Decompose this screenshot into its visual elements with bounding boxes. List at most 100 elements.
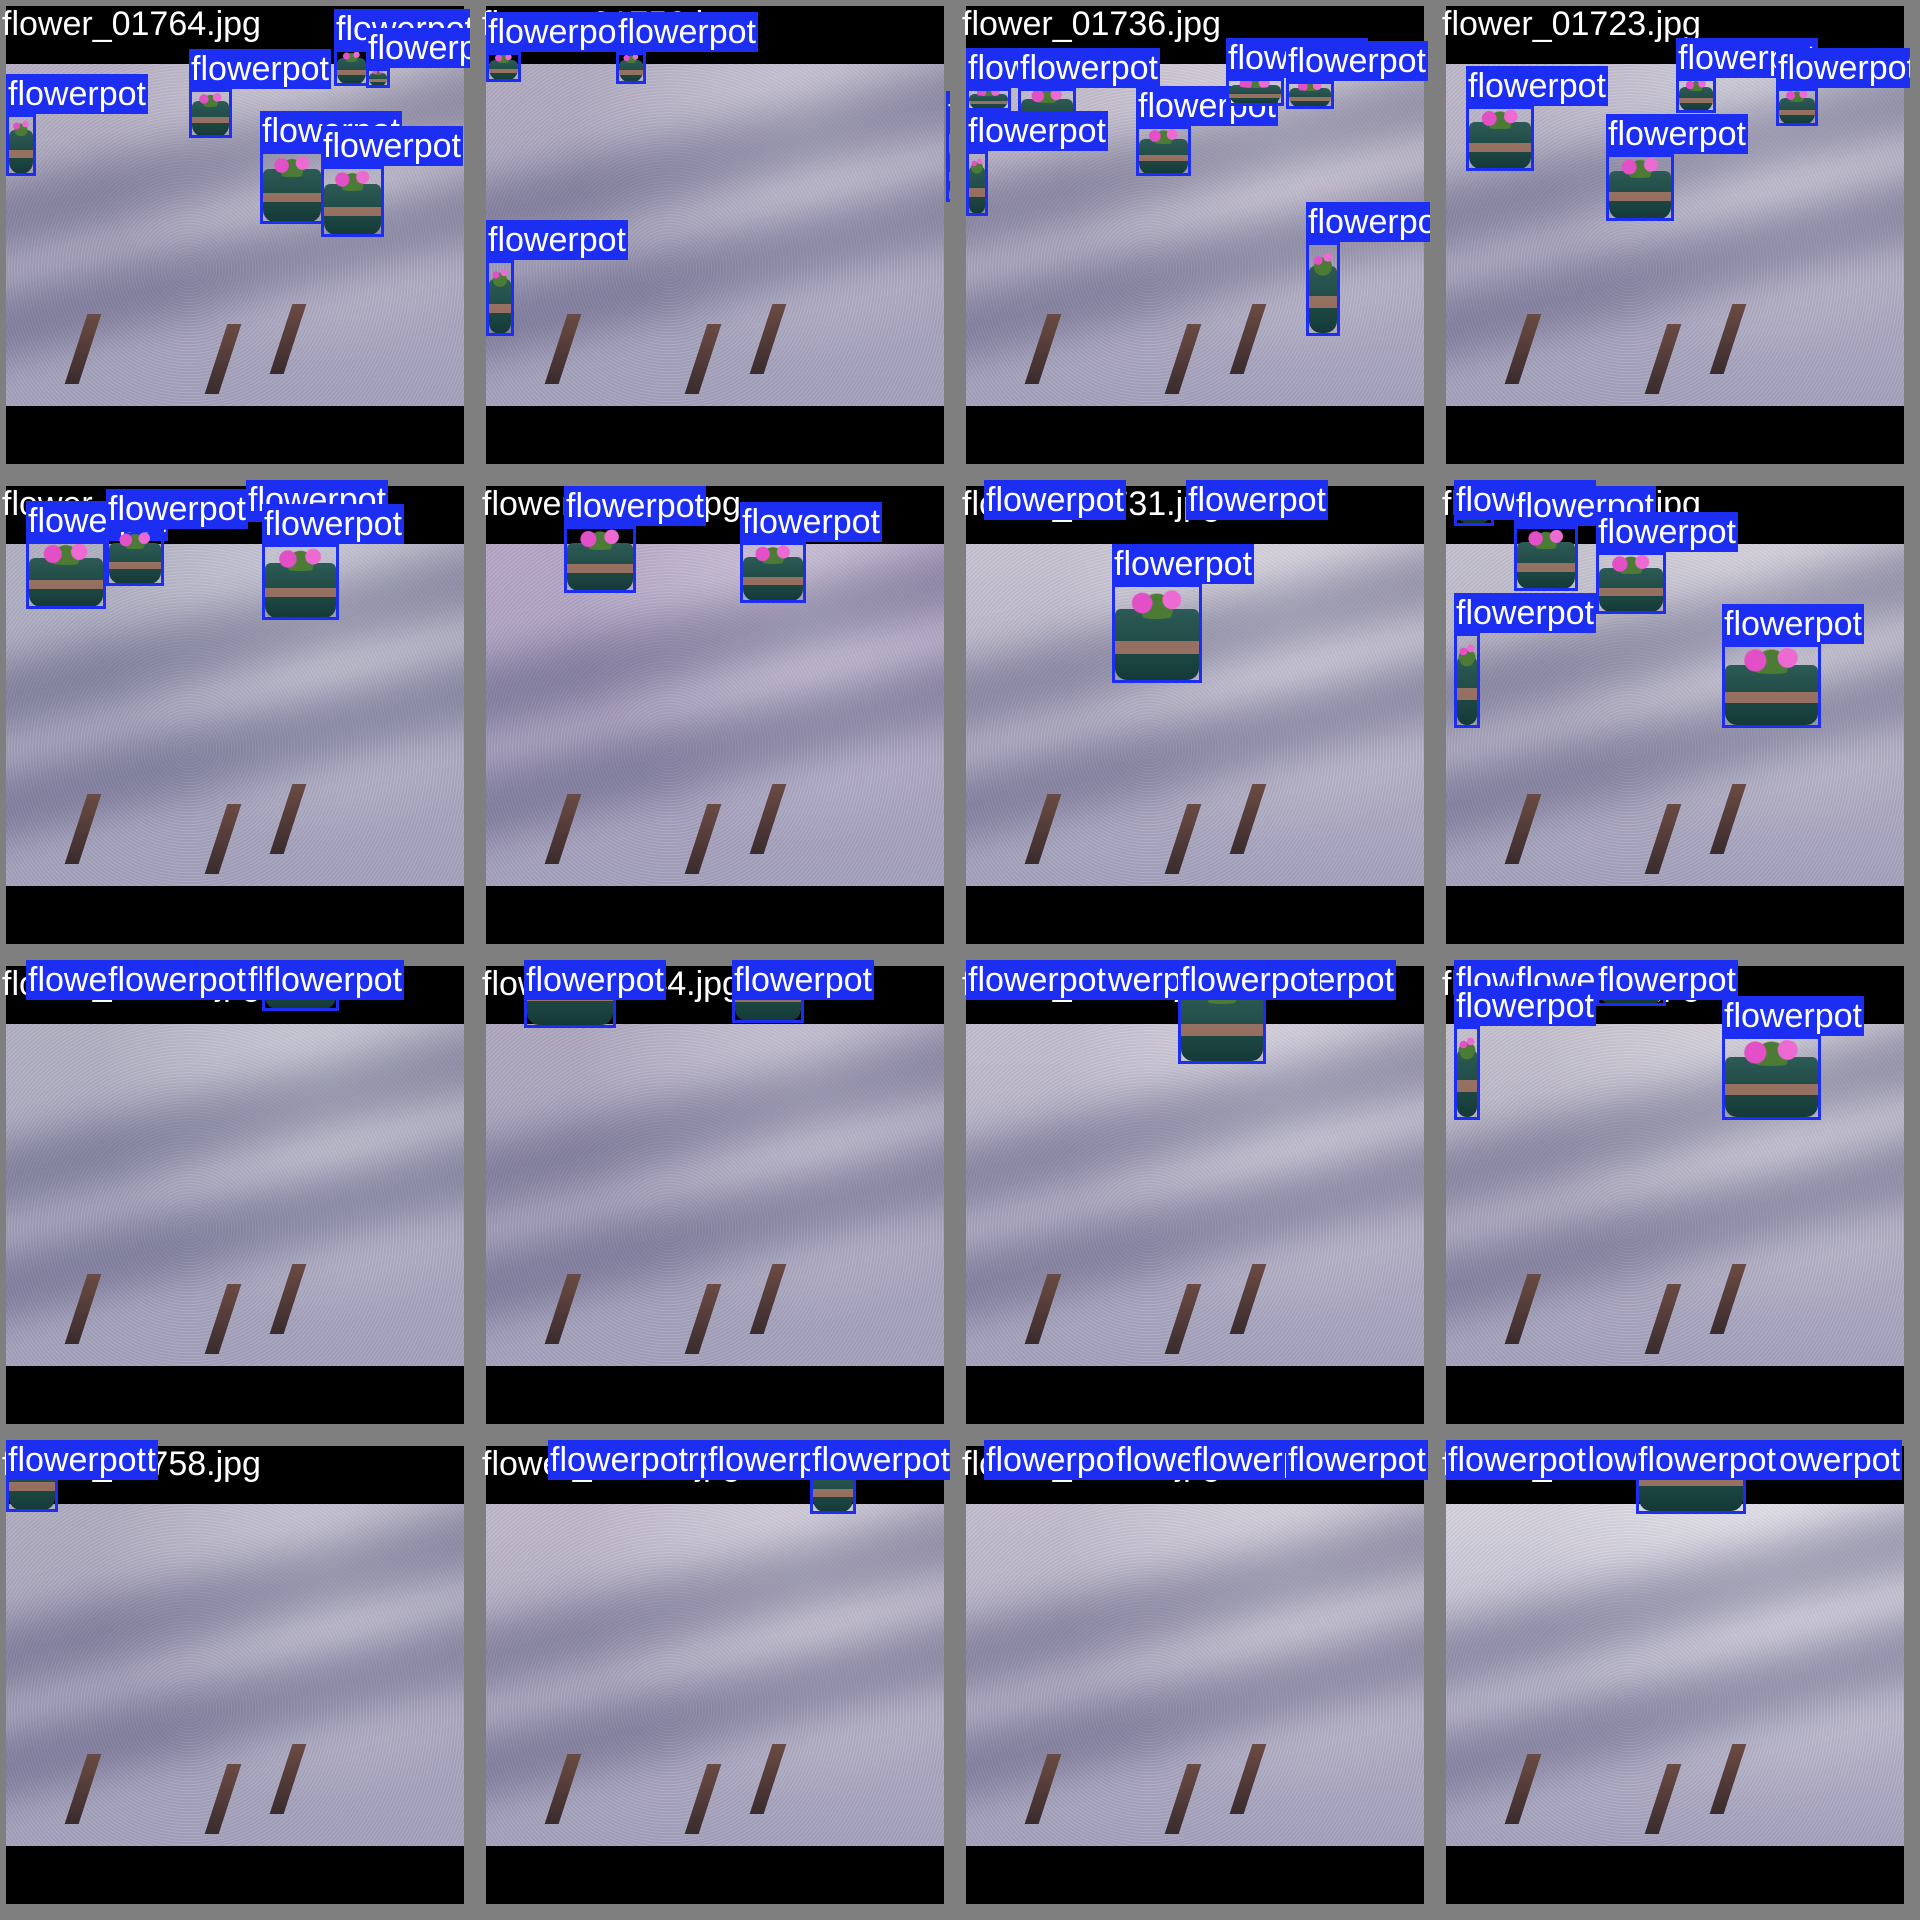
flowers: [370, 68, 386, 76]
flowers: [1458, 636, 1476, 667]
image-tile[interactable]: flower_01731.jpgflowerpotflowerpotflower…: [960, 480, 1430, 950]
detection-label: flowerpot: [6, 1440, 148, 1480]
garden-stake: [749, 1744, 787, 1814]
image-tile[interactable]: flower_01708.jpgflowerpotflowerpotflower…: [1440, 1440, 1910, 1910]
detection-label: flowerpot: [984, 1440, 1126, 1480]
detection-label: flowerpot: [1178, 960, 1320, 1000]
garden-stake: [749, 1264, 787, 1334]
flowerpot: [1725, 646, 1818, 726]
image-tile[interactable]: flower_01724.jpgflowerpotflowerpotflower…: [960, 1440, 1430, 1910]
detection-box[interactable]: [486, 260, 514, 336]
garden-stake: [684, 804, 722, 874]
flowers: [570, 528, 630, 550]
pot-band: [813, 1489, 853, 1497]
pot-band: [1115, 640, 1199, 654]
pot-band: [1181, 1023, 1263, 1037]
detection-box[interactable]: [1596, 552, 1666, 614]
pot-band: [1609, 192, 1671, 202]
detection-box[interactable]: [1676, 78, 1716, 113]
garden-stake: [269, 304, 307, 374]
detection-box[interactable]: [260, 151, 324, 224]
detection-box[interactable]: [1606, 154, 1674, 221]
detection-box[interactable]: [1112, 584, 1202, 683]
flowerpot: [337, 50, 366, 85]
flowers: [971, 88, 1006, 97]
photo: [1446, 1024, 1904, 1366]
detection-label: flowerpot: [1446, 1440, 1588, 1480]
garden-stake: [204, 804, 242, 874]
image-tile[interactable]: flower_01756.jpgflowerpotflowerpotflower…: [480, 0, 950, 470]
detection-box[interactable]: [334, 49, 369, 86]
detection-box[interactable]: [1454, 633, 1480, 728]
detection-box[interactable]: [106, 529, 164, 586]
detection-box[interactable]: [946, 131, 950, 202]
tile-filename: flower_01736.jpg: [962, 5, 1221, 43]
detection-label: flowerpot: [262, 960, 404, 1000]
flowers: [10, 116, 32, 137]
detection-box[interactable]: [564, 526, 636, 593]
detection-label: flowerpot: [1606, 114, 1748, 154]
detection-label: flowerpot: [1286, 1440, 1428, 1480]
pot-band: [1599, 587, 1663, 596]
detection-box[interactable]: [1454, 1026, 1480, 1120]
image-tile[interactable]: flower_01738.jpgflowerpotflowerpotflower…: [480, 1440, 950, 1910]
detection-box[interactable]: [26, 541, 106, 609]
photo: [1446, 1504, 1904, 1846]
image-tile[interactable]: flower_01736.jpg flowerpot flowerpot flower…: [960, 0, 1430, 470]
detection-box[interactable]: [966, 151, 988, 216]
image-tile[interactable]: flower_01725.jpgflowerpotflowerpotflower…: [960, 960, 1430, 1430]
detection-box[interactable]: [740, 542, 806, 603]
image-tile[interactable]: flower_01758.jpgflowerpotflowerpotflower…: [0, 1440, 470, 1910]
image-tile[interactable]: flower_01761.jpgflowerpotflowerpotflower…: [0, 960, 470, 1430]
detection-box[interactable]: [366, 68, 390, 88]
garden-stake: [1709, 1744, 1747, 1814]
flowerpot: [324, 168, 381, 235]
detection-box[interactable]: [616, 52, 646, 84]
detection-box[interactable]: [189, 89, 232, 138]
pot-band: [619, 70, 643, 75]
flowerpot: [969, 153, 985, 215]
pot-band: [1779, 109, 1815, 115]
flowerpot: [567, 528, 633, 591]
flowerpot: [489, 262, 511, 334]
photo: [6, 1024, 464, 1366]
detection-box[interactable]: [1306, 242, 1340, 336]
detection-box[interactable]: [1776, 88, 1818, 126]
detection-label: flowerpot: [946, 91, 950, 131]
detection-box[interactable]: [486, 52, 521, 82]
detection-box[interactable]: [1136, 126, 1191, 176]
pot-band: [949, 171, 950, 181]
detection-box[interactable]: [262, 544, 339, 620]
detection-label: flowerpot: [966, 960, 1108, 1000]
image-tile[interactable]: flower_01764.jpg flowerpot flowerpot flower…: [0, 0, 470, 470]
image-tile[interactable]: flower_01720.jpgflowerpotflowerpotflower…: [1440, 480, 1910, 950]
flowers: [1681, 79, 1711, 91]
detection-box[interactable]: [966, 88, 1011, 111]
detection-box[interactable]: [321, 166, 384, 237]
detection-label: flowerpot: [1454, 593, 1596, 633]
detection-box[interactable]: [1514, 526, 1578, 591]
garden-stake: [1229, 304, 1267, 374]
detection-box[interactable]: [1722, 1036, 1821, 1120]
garden-stake: [1709, 1264, 1747, 1334]
detection-label: flowerpot: [106, 960, 248, 1000]
image-tile[interactable]: flower_01723.jpg flowerpot flowerpot flower…: [1440, 0, 1910, 470]
detection-label: flowerpot: [1018, 48, 1160, 88]
tile-frame: [966, 1446, 1424, 1904]
detection-box[interactable]: [1722, 644, 1821, 728]
detection-label: flowerpot: [486, 220, 628, 260]
detection-box[interactable]: [1466, 106, 1534, 171]
detection-box[interactable]: [1286, 81, 1334, 109]
image-tile[interactable]: flower_01763.jpgflowerpotflowerpotflower…: [0, 480, 470, 950]
detection-box[interactable]: [1226, 78, 1284, 106]
tile-filename: flower_01723.jpg: [1442, 5, 1701, 43]
detection-label: flowerpot: [1722, 604, 1864, 644]
flowers: [1024, 89, 1070, 104]
detection-label: flowerpot: [564, 486, 706, 526]
image-tile[interactable]: flower_01719.jpgflowerpotflowerpotflower…: [1440, 960, 1910, 1430]
detection-box[interactable]: [6, 114, 36, 176]
detection-label: flowerpot: [6, 74, 148, 114]
